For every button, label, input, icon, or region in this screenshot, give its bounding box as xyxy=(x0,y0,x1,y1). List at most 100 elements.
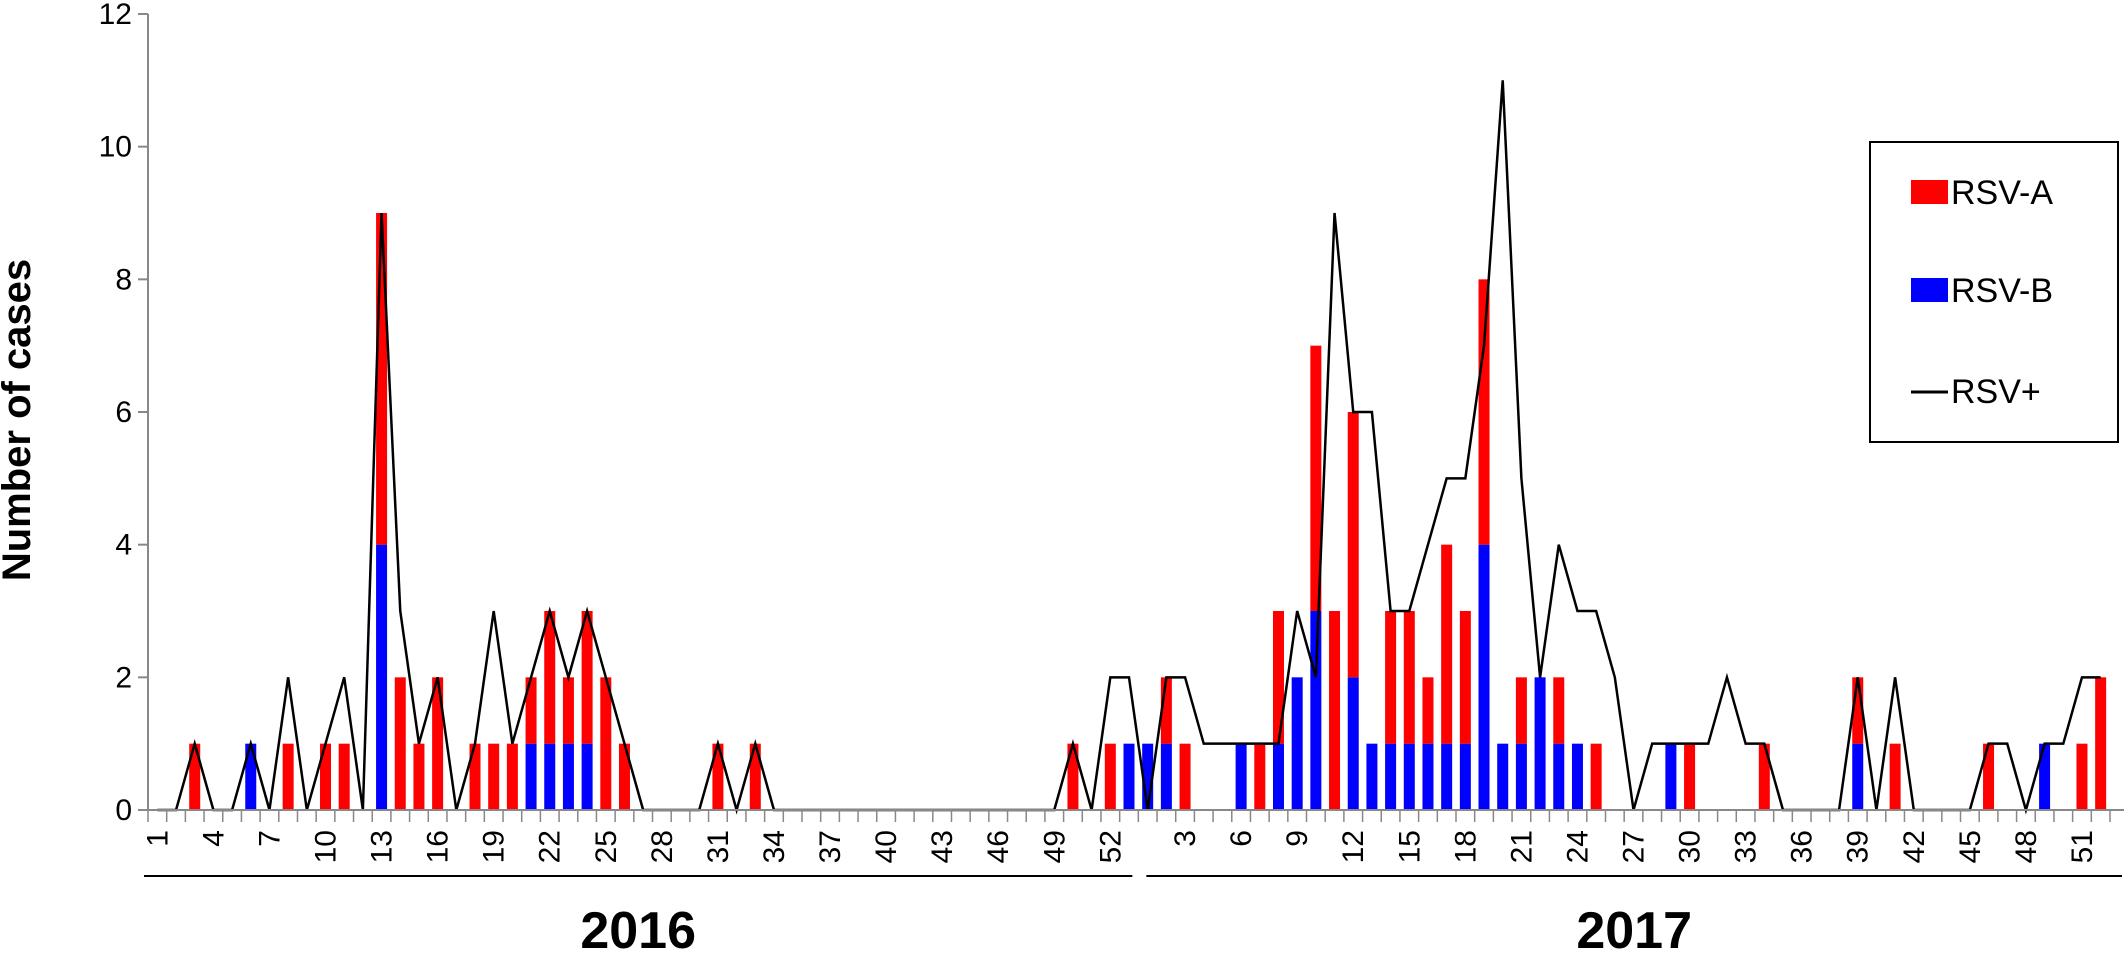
bar-rsv-b xyxy=(1478,544,1490,810)
x-tick-label: 49 xyxy=(1038,830,1071,863)
bar-rsv-a xyxy=(1347,412,1359,678)
x-tick-label: 31 xyxy=(702,830,735,863)
year-2016-label: 2016 xyxy=(580,902,696,958)
bar-rsv-a xyxy=(1889,743,1901,810)
bar-rsv-b xyxy=(1441,743,1453,810)
bar-rsv-a xyxy=(432,677,444,810)
x-tick-label: 3 xyxy=(1169,830,1202,847)
bar-rsv-b xyxy=(1665,743,1677,810)
bar-rsv-b xyxy=(1553,743,1565,810)
x-tick-label: 51 xyxy=(2066,830,2099,863)
legend-label-rsv-total: RSV+ xyxy=(1951,373,2041,411)
bar-rsv-a xyxy=(1104,743,1116,810)
x-tick-label: 36 xyxy=(1786,830,1819,863)
x-tick-label: 6 xyxy=(1225,830,1258,847)
bar-rsv-a xyxy=(2076,743,2088,810)
bar-rsv-b xyxy=(1123,743,1135,810)
x-tick-label: 33 xyxy=(1730,830,1763,863)
y-axis-label: Number of cases xyxy=(0,259,39,581)
legend-swatch-rsv-a xyxy=(1911,180,1948,204)
bar-rsv-a xyxy=(1160,677,1172,744)
bar-rsv-b xyxy=(245,743,257,810)
y-tick-label: 0 xyxy=(115,794,132,827)
bar-rsv-a xyxy=(1758,743,1770,810)
legend: RSV-A RSV-B RSV+ xyxy=(1869,141,2119,443)
bar-rsv-a xyxy=(562,677,574,744)
x-tick-label: 39 xyxy=(1842,830,1875,863)
bar-rsv-b xyxy=(525,743,537,810)
bar-rsv-a xyxy=(600,677,612,810)
legend-swatch-rsv-b xyxy=(1911,278,1948,302)
bar-rsv-b xyxy=(1235,743,1247,810)
bar-rsv-b xyxy=(1534,677,1546,810)
bar-rsv-a xyxy=(413,743,425,810)
x-tick-label: 40 xyxy=(870,830,903,863)
bar-rsv-b xyxy=(1310,611,1322,810)
bar-rsv-a xyxy=(1590,743,1602,810)
bar-rsv-a xyxy=(488,743,500,810)
x-tick-label: 43 xyxy=(926,830,959,863)
bar-rsv-a xyxy=(1067,743,1079,810)
bar-rsv-a xyxy=(1403,611,1415,744)
x-tick-label: 9 xyxy=(1281,830,1314,847)
bar-rsv-a xyxy=(1478,279,1490,545)
x-tick-label: 30 xyxy=(1674,830,1707,863)
x-tick-label: 25 xyxy=(590,830,623,863)
bar-rsv-a xyxy=(338,743,350,810)
y-tick-label: 6 xyxy=(115,396,132,429)
x-tick-label: 13 xyxy=(366,830,399,863)
bar-rsv-b xyxy=(1366,743,1378,810)
rsv-total-line-layer xyxy=(157,80,2101,815)
x-tick-label: 16 xyxy=(422,830,455,863)
bar-rsv-a xyxy=(712,743,724,810)
bar-rsv-a xyxy=(506,743,518,810)
x-tick-label: 1 xyxy=(141,830,174,847)
bar-rsv-b xyxy=(1291,677,1303,810)
bar-rsv-a xyxy=(282,743,294,810)
bar-rsv-b xyxy=(1385,743,1397,810)
bar-rsv-a xyxy=(1310,345,1322,611)
bar-rsv-a xyxy=(394,677,406,810)
bar-rsv-a xyxy=(1329,611,1341,810)
bar-rsv-a xyxy=(749,743,761,810)
x-tick-label: 48 xyxy=(2010,830,2043,863)
y-tick-label: 8 xyxy=(115,263,132,296)
bar-rsv-a xyxy=(2095,677,2107,810)
bar-rsv-a xyxy=(525,677,537,744)
bar-rsv-b xyxy=(581,743,593,810)
x-tick-label: 21 xyxy=(1505,830,1538,863)
bar-rsv-b xyxy=(1459,743,1471,810)
bar-rsv-b xyxy=(1571,743,1583,810)
x-tick-label: 45 xyxy=(1954,830,1987,863)
x-tick-label: 12 xyxy=(1337,830,1370,863)
x-tick-label: 34 xyxy=(758,830,791,863)
bar-rsv-a xyxy=(1459,611,1471,744)
bar-rsv-b xyxy=(2039,743,2051,810)
bar-rsv-b xyxy=(1515,743,1527,810)
bar-rsv-a xyxy=(320,743,332,810)
bar-rsv-b xyxy=(1347,677,1359,810)
bar-rsv-a xyxy=(1852,677,1864,744)
x-tick-label: 42 xyxy=(1898,830,1931,863)
x-tick-label: 46 xyxy=(982,830,1015,863)
legend-label-rsv-b: RSV-B xyxy=(1951,272,2053,310)
bar-rsv-b xyxy=(1852,743,1864,810)
stacked-bars xyxy=(189,213,2107,810)
bar-rsv-a xyxy=(544,611,556,744)
year-2017-label: 2017 xyxy=(1576,902,1692,958)
x-tick-label: 28 xyxy=(646,830,679,863)
y-tick-label: 4 xyxy=(115,529,132,562)
bar-rsv-b xyxy=(1422,743,1434,810)
x-tick-label: 37 xyxy=(814,830,847,863)
year-groups: 2016 2017 xyxy=(144,875,2122,958)
bar-rsv-b xyxy=(1160,743,1172,810)
y-tick-label: 10 xyxy=(99,131,132,164)
x-tick-label: 19 xyxy=(478,830,511,863)
bar-rsv-a xyxy=(1553,677,1565,744)
bar-rsv-a xyxy=(1385,611,1397,744)
legend-label-rsv-a: RSV-A xyxy=(1951,174,2053,212)
bar-rsv-a xyxy=(1983,743,1995,810)
bar-rsv-a xyxy=(1272,611,1284,744)
